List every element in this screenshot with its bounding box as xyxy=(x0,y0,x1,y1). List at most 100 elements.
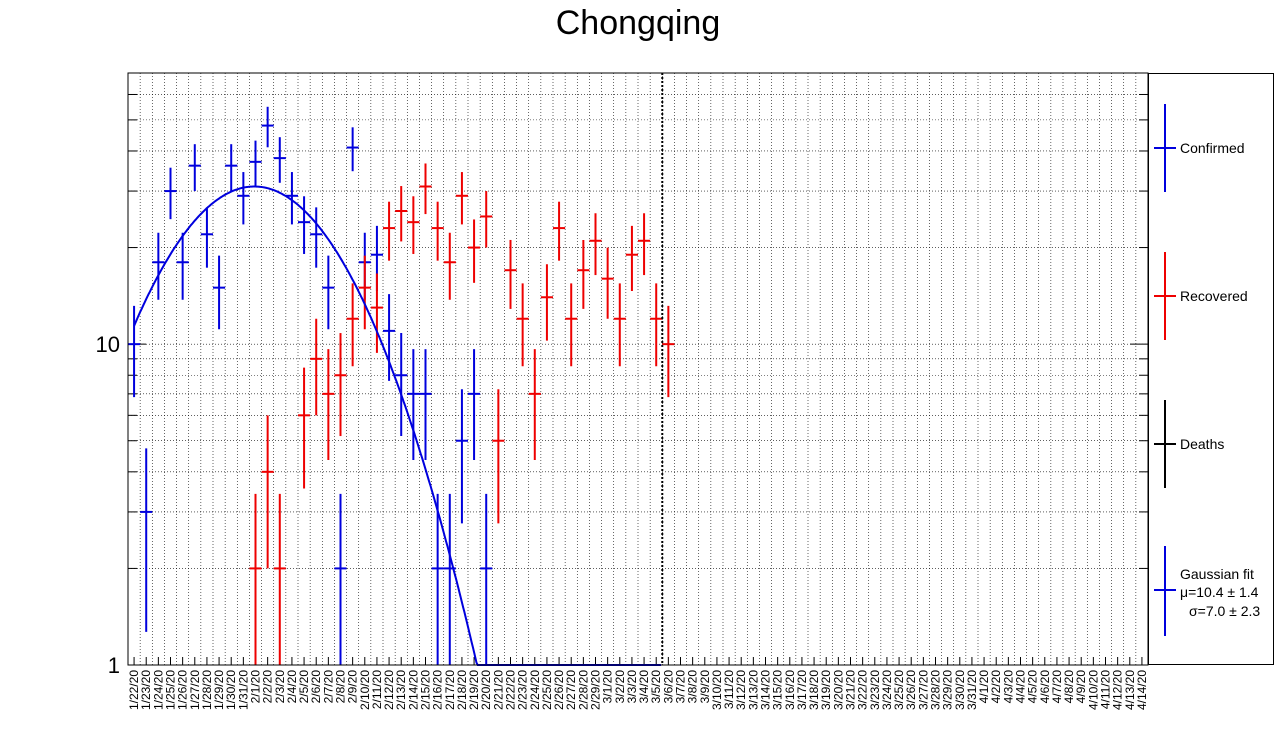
legend-item-fit: Gaussian fit μ=10.4 ± 1.4 σ=7.0 ± 2.3 xyxy=(1149,546,1275,638)
y-tick-label: 1 xyxy=(108,653,120,678)
x-tick-label: 2/13/20 xyxy=(394,670,408,710)
x-tick-label: 3/15/20 xyxy=(771,670,785,710)
legend-label-recovered: Recovered xyxy=(1180,288,1248,304)
x-tick-label: 2/26/20 xyxy=(552,670,566,710)
x-tick-label: 3/24/20 xyxy=(880,670,894,710)
x-tick-label: 3/11/20 xyxy=(722,670,736,709)
x-tick-label: 3/8/20 xyxy=(686,670,700,704)
x-tick-label: 3/17/20 xyxy=(795,670,809,710)
x-tick-label: 4/6/20 xyxy=(1038,670,1052,704)
legend-fit-mu: μ=10.4 ± 1.4 xyxy=(1180,584,1259,600)
x-tick-label: 3/25/20 xyxy=(892,670,906,710)
x-tick-label: 3/22/20 xyxy=(856,670,870,710)
legend-label-deaths: Deaths xyxy=(1180,436,1225,452)
y-tick-label: 10 xyxy=(96,332,120,357)
x-tick-label: 3/7/20 xyxy=(674,670,688,704)
x-tick-label: 4/12/20 xyxy=(1111,670,1125,710)
legend-marker-fit xyxy=(1154,546,1176,636)
x-tick-label: 2/19/20 xyxy=(467,670,481,710)
x-tick-label: 4/9/20 xyxy=(1074,670,1088,704)
x-tick-label: 2/20/20 xyxy=(479,670,493,710)
x-tick-label: 2/29/20 xyxy=(589,670,603,710)
x-tick-label: 4/1/20 xyxy=(977,670,991,704)
x-tick-label: 2/5/20 xyxy=(297,670,311,704)
x-tick-label: 3/3/20 xyxy=(625,670,639,704)
x-tick-label: 4/10/20 xyxy=(1086,670,1100,710)
x-tick-label: 4/14/20 xyxy=(1135,670,1149,710)
x-tick-label: 2/17/20 xyxy=(443,670,457,710)
x-tick-label: 2/27/20 xyxy=(564,670,578,710)
x-tick-label: 2/24/20 xyxy=(528,670,542,710)
x-tick-label: 4/8/20 xyxy=(1062,670,1076,704)
x-tick-label: 4/2/20 xyxy=(989,670,1003,704)
x-tick-label: 3/23/20 xyxy=(868,670,882,710)
legend-item-confirmed: Confirmed xyxy=(1149,104,1275,194)
x-tick-label: 2/22/20 xyxy=(504,670,518,710)
x-tick-label: 4/4/20 xyxy=(1014,670,1028,704)
x-tick-label: 2/3/20 xyxy=(273,670,287,704)
x-tick-label: 2/10/20 xyxy=(358,670,372,710)
x-tick-label: 2/15/20 xyxy=(419,670,433,710)
x-tick-label: 3/26/20 xyxy=(904,670,918,710)
x-tick-label: 1/27/20 xyxy=(188,670,202,710)
x-tick-label: 1/23/20 xyxy=(139,670,153,710)
x-tick-label: 2/18/20 xyxy=(455,670,469,710)
x-tick-label: 3/19/20 xyxy=(819,670,833,710)
x-tick-label: 2/2/20 xyxy=(261,670,275,704)
legend-marker-confirmed xyxy=(1154,104,1176,192)
x-tick-label: 4/11/20 xyxy=(1099,670,1113,709)
x-tick-label: 1/29/20 xyxy=(212,670,226,710)
legend: Confirmed Recovered Deaths Gaussian fit … xyxy=(1148,73,1274,665)
x-tick-label: 1/24/20 xyxy=(151,670,165,710)
x-tick-label: 3/18/20 xyxy=(807,670,821,710)
chart-title: Chongqing xyxy=(555,4,721,42)
x-tick-label: 3/12/20 xyxy=(734,670,748,710)
x-tick-label: 3/5/20 xyxy=(649,670,663,704)
x-tick-label: 1/25/20 xyxy=(164,670,178,710)
x-tick-label: 2/23/20 xyxy=(516,670,530,710)
x-tick-label: 3/14/20 xyxy=(759,670,773,710)
legend-marker-recovered xyxy=(1154,252,1176,340)
x-tick-label: 4/7/20 xyxy=(1050,670,1064,704)
x-tick-label: 1/30/20 xyxy=(224,670,238,710)
plot-area xyxy=(128,73,1148,665)
x-tick-label: 2/21/20 xyxy=(491,670,505,710)
legend-marker-deaths xyxy=(1154,400,1176,488)
x-tick-label: 1/26/20 xyxy=(176,670,190,710)
x-tick-label: 2/28/20 xyxy=(576,670,590,710)
x-tick-label: 2/16/20 xyxy=(431,670,445,710)
x-tick-label: 3/29/20 xyxy=(941,670,955,710)
x-tick-label: 2/4/20 xyxy=(285,670,299,704)
x-tick-label: 3/10/20 xyxy=(710,670,724,710)
x-tick-label: 1/31/20 xyxy=(236,670,250,710)
x-tick-label: 4/3/20 xyxy=(1001,670,1015,704)
x-tick-label: 3/27/20 xyxy=(916,670,930,710)
x-tick-label: 2/9/20 xyxy=(346,670,360,704)
x-tick-label: 2/14/20 xyxy=(406,670,420,710)
x-tick-label: 2/6/20 xyxy=(309,670,323,704)
legend-item-deaths: Deaths xyxy=(1149,400,1275,490)
x-tick-label: 2/8/20 xyxy=(334,670,348,704)
x-tick-label: 4/13/20 xyxy=(1123,670,1137,710)
x-tick-label: 3/2/20 xyxy=(613,670,627,704)
x-tick-label: 3/13/20 xyxy=(746,670,760,710)
x-tick-label: 3/20/20 xyxy=(831,670,845,710)
x-tick-label: 4/5/20 xyxy=(1026,670,1040,704)
x-tick-label: 3/6/20 xyxy=(661,670,675,704)
x-tick-label: 3/30/20 xyxy=(953,670,967,710)
x-tick-label: 2/7/20 xyxy=(321,670,335,704)
x-tick-label: 1/28/20 xyxy=(200,670,214,710)
x-tick-label: 3/21/20 xyxy=(844,670,858,710)
legend-item-recovered: Recovered xyxy=(1149,252,1275,342)
legend-label-fit: Gaussian fit xyxy=(1180,566,1254,582)
x-tick-label: 3/9/20 xyxy=(698,670,712,704)
x-tick-label: 3/1/20 xyxy=(601,670,615,704)
x-tick-label: 3/28/20 xyxy=(929,670,943,710)
x-tick-label: 1/22/20 xyxy=(127,670,141,710)
x-tick-label: 2/1/20 xyxy=(249,670,263,704)
x-tick-label: 2/11/20 xyxy=(370,670,384,709)
x-tick-label: 2/12/20 xyxy=(382,670,396,710)
x-tick-label: 2/25/20 xyxy=(540,670,554,710)
x-tick-label: 3/31/20 xyxy=(965,670,979,710)
